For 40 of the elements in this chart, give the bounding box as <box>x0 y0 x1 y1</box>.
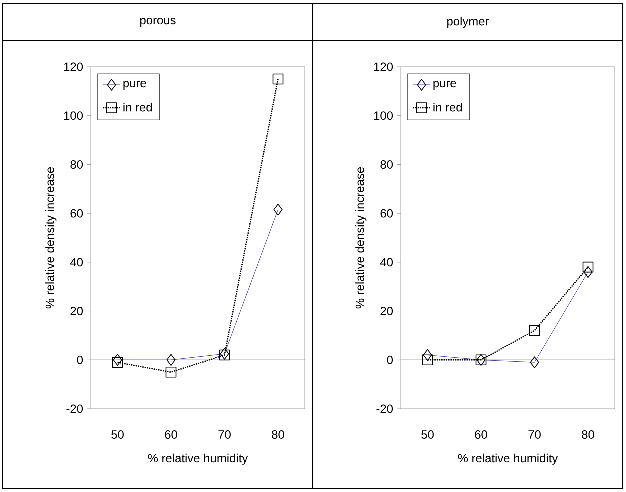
y-tick-label: 120 <box>64 62 84 72</box>
x-tick-label: 80 <box>272 430 284 439</box>
x-tick-label: 80 <box>582 430 594 439</box>
y-tick-label: 20 <box>380 307 394 316</box>
point <box>422 354 434 366</box>
y-tick-label: -20 <box>66 404 84 414</box>
y-tick-label: -20 <box>376 404 394 414</box>
y-tick-label: 0 <box>387 356 394 364</box>
y-tick-label: 40 <box>70 258 84 267</box>
point <box>166 366 177 378</box>
chart-title: porous <box>140 18 176 27</box>
x-tick-label: 60 <box>165 430 178 439</box>
y-tick-label: 60 <box>70 209 84 218</box>
x-axis-title: % relative humidity <box>458 454 558 465</box>
point <box>529 325 540 336</box>
y-tick-label: 0 <box>77 356 84 364</box>
legend-label: in red <box>124 102 152 112</box>
chart-title: polymer <box>448 16 490 28</box>
y-axis-title: % relative density increase <box>46 167 57 309</box>
y-tick-label: 100 <box>374 112 394 120</box>
y-tick-label: 80 <box>70 160 84 169</box>
x-tick-label: 50 <box>422 430 434 439</box>
legend-label: in red <box>434 102 462 112</box>
y-tick-label: 60 <box>380 209 394 218</box>
point <box>112 357 124 368</box>
legend-label: pure <box>124 81 146 90</box>
y-tick-label: 120 <box>374 62 394 72</box>
y-tick-label: 40 <box>380 258 394 267</box>
x-tick-label: 50 <box>112 430 124 439</box>
y-axis-title: % relative density increase <box>356 167 367 309</box>
legend-label: pure <box>434 81 456 90</box>
point <box>272 74 284 85</box>
y-tick-label: 20 <box>70 307 84 316</box>
y-tick-label: 100 <box>64 112 84 120</box>
x-tick-label: 60 <box>475 430 488 439</box>
x-tick-label: 70 <box>528 430 541 439</box>
x-axis-title: % relative humidity <box>148 454 248 465</box>
y-tick-label: 80 <box>380 160 394 169</box>
point <box>582 262 594 273</box>
x-tick-label: 70 <box>218 430 231 439</box>
